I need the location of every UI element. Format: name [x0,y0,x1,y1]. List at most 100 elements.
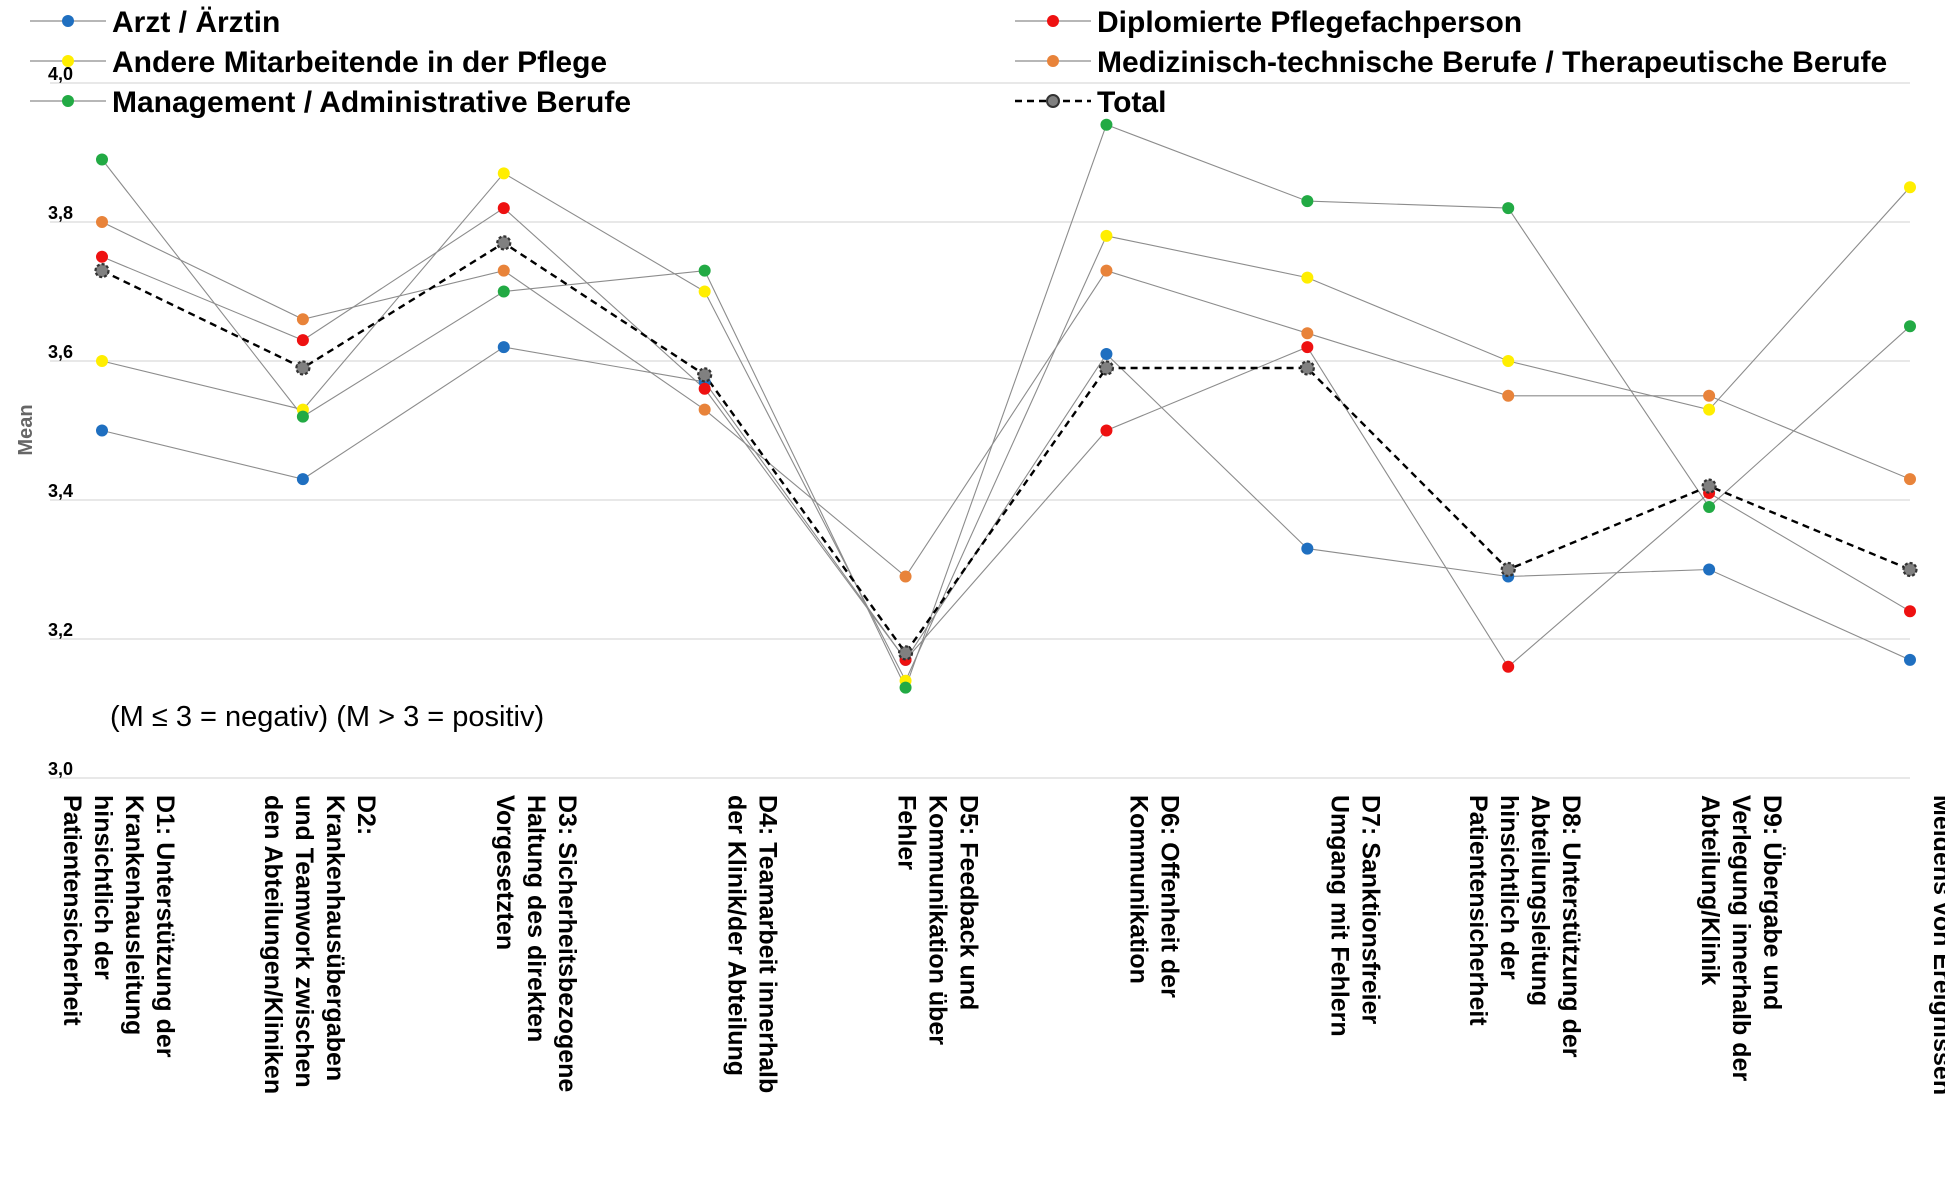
x-axis-categories: D1: Unterstützung derKrankenhausleitungh… [58,795,1945,1095]
series-line-0 [101,346,1911,661]
data-point [1301,542,1314,555]
scale-annotation: (M ≤ 3 = negativ) (M > 3 = positiv) [110,701,544,733]
x-category-label-line: D7: Sanktionsfreier [1356,795,1384,1025]
x-category-label-line: hinsichtlich der [1495,795,1523,980]
x-category-label-line: Fehler [893,795,921,870]
x-category-label-line: Verlegung innerhalb der [1727,795,1755,1081]
x-category-label-line: der Klinik/der Abteilung [723,795,751,1076]
x-category-label-line: den Abteilungen/Kliniken [259,795,287,1094]
data-point [296,410,309,423]
y-axis-ticks: 3,0 3,2 3,4 3,6 3,8 4,0 [48,64,73,779]
series-group [94,118,1918,694]
data-point [1703,500,1716,513]
x-category-label-line: Kommunikation über [924,795,952,1045]
x-category-label-line: und Teamwork zwischen [290,795,318,1088]
data-point [698,285,711,298]
x-category-label-line: Krankenhausübergaben [321,795,349,1081]
data-point [1904,473,1916,486]
x-category-label-line: D8: Unterstützung der [1557,795,1585,1058]
x-category-label-line: D6: Offenheit der [1155,795,1183,998]
data-point [497,264,510,277]
x-category-label-line: D3: Sicherheitsbezogene [553,795,581,1092]
legend-label: Management / Administrative Berufe [112,86,631,119]
x-category-label: D1: Unterstützung derKrankenhausleitungh… [58,795,179,1058]
x-category-label-line: Abteilung/Klinik [1696,795,1724,985]
legend-label: Andere Mitarbeitende in der Pflege [112,46,607,79]
legend-marker [62,95,74,107]
x-category-label-line: hinsichtlich der [89,795,117,980]
y-tick-label: 3,2 [48,620,73,640]
series-line-3 [101,221,1911,578]
x-category-label: D8: Unterstützung derAbteilungsleitunghi… [1464,795,1585,1058]
x-category-label: F10: Häufigkeit desMeldens von Ereigniss… [1928,795,1945,1095]
data-point [496,235,512,251]
x-category-label-line: Krankenhausleitung [120,795,148,1035]
x-category-label: D4: Teamarbeit innerhalbder Klinik/der A… [723,795,782,1093]
legend-marker [62,55,74,67]
data-point [897,645,914,661]
legend-marker [62,15,74,27]
series-line-4 [101,123,1911,690]
data-point [698,382,711,395]
data-point [1100,264,1113,277]
data-point [296,313,309,326]
data-point [698,264,711,277]
x-category-label-line: Vorgesetzten [491,795,519,950]
legend: Arzt / Ärztin Andere Mitarbeitende in der… [30,6,1887,119]
data-point [1100,348,1113,361]
grid [50,82,1910,779]
x-category-label: D7: SanktionsfreierUmgang mit Fehlern [1325,795,1384,1037]
data-point [96,355,108,367]
y-tick-label: 3,0 [48,759,73,779]
data-point [1301,195,1314,208]
x-category-label: D3: SicherheitsbezogeneHaltung des direk… [491,795,581,1092]
data-point [1301,341,1314,354]
x-category-label-line: Haltung des direkten [522,795,550,1042]
data-point [1100,229,1113,242]
legend-label: Diplomierte Pflegefachperson [1097,6,1522,39]
data-point [1904,605,1916,618]
series-line-1 [101,207,1911,668]
data-point [1703,389,1716,402]
x-category-label: D6: Offenheit derKommunikation [1124,795,1183,998]
data-point [1299,360,1315,376]
data-point [1100,118,1113,131]
x-category-label-line: D9: Übergabe und [1758,795,1787,1010]
data-point [1098,360,1115,376]
x-category-label-line: Umgang mit Fehlern [1325,795,1353,1037]
y-tick-label: 3,6 [48,342,73,362]
data-point [1904,653,1916,666]
data-point [96,216,108,228]
legend-label: Total [1097,86,1166,119]
legend-marker [1047,15,1059,27]
data-point [1502,355,1515,367]
legend-marker [1047,55,1059,67]
x-category-label-line: Meldens von Ereignissen [1928,795,1945,1095]
x-category-label-line: D5: Feedback und [955,795,983,1010]
legend-marker [1046,94,1060,108]
data-point [1904,320,1916,333]
y-axis-label: Mean [15,404,37,455]
data-point [1301,327,1314,340]
data-point [1301,271,1314,284]
data-point [1703,563,1716,576]
x-category-label-line: Kommunikation [1124,795,1152,984]
legend-label: Arzt / Ärztin [112,6,280,39]
data-point [899,570,912,583]
x-category-label: D2:Krankenhausübergabenund Teamwork zwis… [259,795,380,1094]
y-tick-label: 3,8 [48,203,73,223]
data-point [1502,202,1515,215]
y-tick-label: 3,4 [48,481,73,501]
data-point [497,202,510,215]
data-point [698,403,711,416]
data-point [899,681,912,694]
data-point [296,334,309,347]
data-point [94,263,110,279]
data-point [1502,389,1515,402]
data-point [1902,561,1918,578]
x-category-label-line: Patientensicherheit [1464,795,1492,1026]
data-point [96,250,108,263]
x-category-label: D5: Feedback undKommunikation überFehler [893,795,983,1045]
x-category-label-line: Abteilungsleitung [1526,795,1554,1006]
